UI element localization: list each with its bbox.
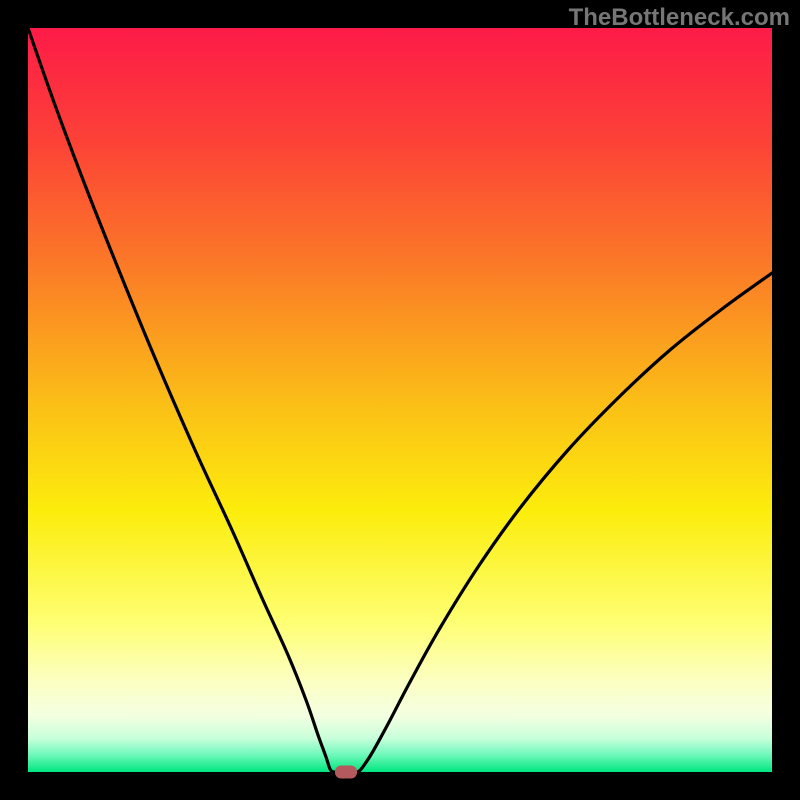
chart-container: TheBottleneck.com xyxy=(0,0,800,800)
bottleneck-curve xyxy=(28,28,772,772)
plot-area xyxy=(28,28,772,772)
watermark-text: TheBottleneck.com xyxy=(569,4,790,32)
optimal-point-marker xyxy=(335,766,357,779)
curve-layer xyxy=(28,28,772,772)
optimal-point-marker-shape xyxy=(335,766,357,779)
